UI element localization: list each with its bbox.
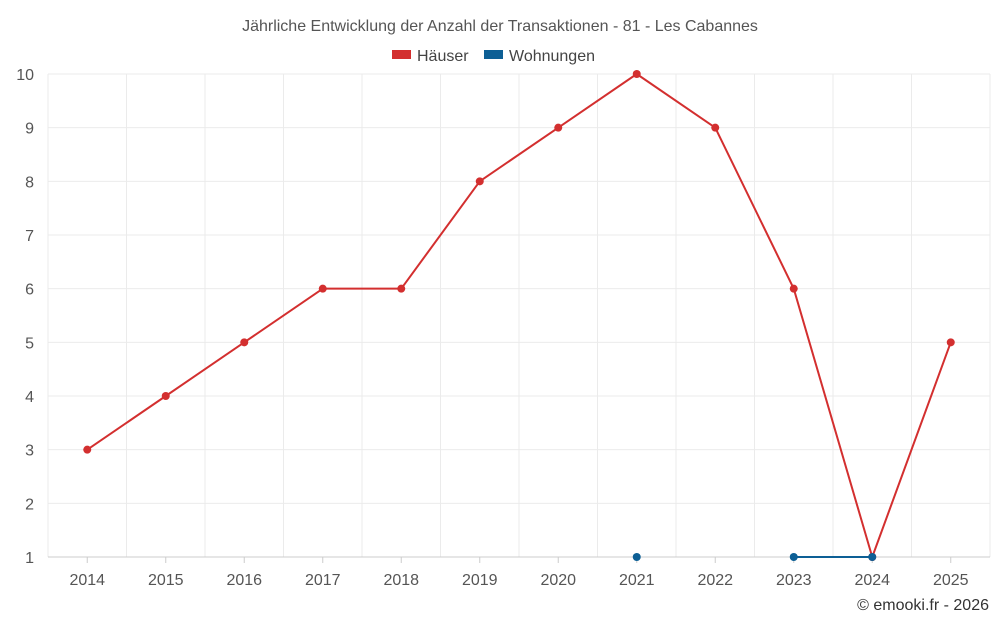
y-tick-label: 7 xyxy=(25,228,34,245)
x-tick-label: 2018 xyxy=(383,572,419,589)
data-point-haeuser[interactable] xyxy=(83,445,92,454)
legend-label-haeuser: Häuser xyxy=(417,48,469,65)
x-tick-label: 2016 xyxy=(226,572,262,589)
data-point-wohnungen[interactable] xyxy=(789,553,798,561)
y-tick-label: 8 xyxy=(25,174,34,191)
y-tick-label: 1 xyxy=(25,550,34,567)
data-point-haeuser[interactable] xyxy=(632,70,641,78)
legend-item-haeuser[interactable]: Häuser xyxy=(392,48,469,65)
data-point-haeuser[interactable] xyxy=(318,284,327,293)
series-wohnungen xyxy=(632,553,877,561)
legend-item-wohnungen[interactable]: Wohnungen xyxy=(484,48,595,65)
legend-swatch-haeuser xyxy=(392,50,411,59)
x-tick-label: 2022 xyxy=(697,572,733,589)
legend: Häuser Wohnungen xyxy=(392,48,595,65)
y-tick-label: 5 xyxy=(25,335,34,352)
data-point-haeuser[interactable] xyxy=(161,392,170,400)
legend-swatch-wohnungen xyxy=(484,50,503,59)
y-tick-label: 3 xyxy=(25,443,34,460)
x-tick-label: 2023 xyxy=(776,572,812,589)
x-tick-label: 2025 xyxy=(933,572,969,589)
data-point-haeuser[interactable] xyxy=(946,338,955,347)
x-axis: 2014 2015 2016 2017 2018 2019 2020 2021 2022 2023… xyxy=(69,557,969,589)
x-tick-label: 2019 xyxy=(462,572,498,589)
series-haeuser xyxy=(83,70,955,561)
data-point-wohnungen[interactable] xyxy=(632,553,641,561)
legend-label-wohnungen: Wohnungen xyxy=(509,48,595,65)
y-axis: 1 2 3 4 5 6 7 8 9 10 xyxy=(16,67,34,567)
x-tick-label: 2014 xyxy=(69,572,105,589)
chart-title: Jährliche Entwicklung der Anzahl der Tra… xyxy=(242,18,758,35)
series-line-haeuser xyxy=(86,73,952,558)
data-point-haeuser[interactable] xyxy=(554,123,563,132)
grid xyxy=(47,73,991,558)
y-tick-label: 4 xyxy=(25,389,34,406)
y-tick-label: 10 xyxy=(16,67,34,84)
series-layer xyxy=(83,70,955,561)
data-point-haeuser[interactable] xyxy=(397,284,406,293)
credit: © emooki.fr - 2026 xyxy=(857,597,989,614)
x-tick-label: 2015 xyxy=(148,572,184,589)
x-tick-label: 2020 xyxy=(540,572,576,589)
data-point-haeuser[interactable] xyxy=(789,284,798,293)
y-tick-label: 6 xyxy=(25,282,34,299)
y-tick-label: 2 xyxy=(25,496,34,513)
y-tick-label: 9 xyxy=(25,121,34,138)
x-tick-label: 2024 xyxy=(854,572,890,589)
data-point-haeuser[interactable] xyxy=(475,177,484,186)
x-tick-label: 2017 xyxy=(305,572,341,589)
data-point-haeuser[interactable] xyxy=(240,338,249,347)
data-point-wohnungen[interactable] xyxy=(868,553,877,561)
data-point-haeuser[interactable] xyxy=(711,123,720,132)
x-tick-label: 2021 xyxy=(619,572,655,589)
